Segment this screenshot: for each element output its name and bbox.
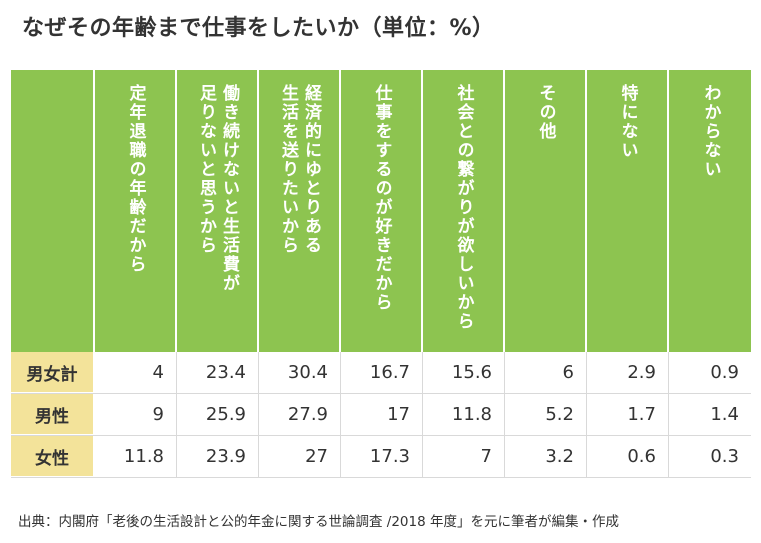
value-cell: 9 (95, 394, 177, 435)
data-table: 定年退職の年齢だから 働き続けないと生活費が 足りないと思うから 経済的にゆとりある生… (11, 70, 751, 478)
column-header-text: わからない (699, 84, 722, 179)
value-cell: 0.3 (710, 446, 739, 467)
column-header: その他 (505, 70, 587, 352)
source-note: 出典：内閣府「老後の生活設計と公的年金に関する世論調査 /2018 年度」を元に… (18, 514, 619, 530)
column-header-text: その他 (534, 84, 557, 141)
table-row: 女性 11.8 23.9 27 17.3 7 3.2 0.6 0.3 (11, 436, 751, 478)
value-cell: 0.6 (587, 436, 669, 477)
table-row: 男女計 4 23.4 30.4 16.7 15.6 6 2.9 0.9 (11, 352, 751, 394)
column-header-text: 社会との繋がりが欲しいから (452, 84, 475, 331)
column-header-text: 仕事をするのが好きだから (370, 84, 393, 312)
column-header-text: 定年退職の年齢だから (124, 84, 147, 274)
table-body: 男女計 4 23.4 30.4 16.7 15.6 6 2.9 0.9 男性 9 25.9 27.9 17… (11, 352, 751, 478)
value-cell: 11.8 (95, 436, 177, 477)
value-cell: 2.9 (587, 352, 669, 393)
value-cell: 5.2 (505, 394, 587, 435)
value-cell: 23.4 (177, 352, 259, 393)
column-header-line: わからない (700, 84, 721, 179)
column-header-line: 働き続けないと生活費が (218, 84, 239, 293)
value-cell: 15.6 (423, 352, 505, 393)
value-cell: 27 (259, 436, 341, 477)
value-cell: 17.3 (341, 436, 423, 477)
column-header: 社会との繋がりが欲しいから (423, 70, 505, 352)
value-cell: 17 (341, 394, 423, 435)
column-header-line: 特にない (617, 84, 638, 160)
header-row: 定年退職の年齢だから 働き続けないと生活費が 足りないと思うから 経済的にゆとりある生… (11, 70, 751, 352)
row-label: 女性 (11, 436, 95, 477)
row-label: 男性 (11, 394, 95, 435)
column-header-line: 経済的にゆとりある (300, 84, 321, 255)
value-cell: 27.9 (259, 394, 341, 435)
value-cell: 7 (423, 436, 505, 477)
column-header-text: 働き続けないと生活費が 足りないと思うから (194, 84, 240, 293)
row-label: 男女計 (11, 352, 95, 393)
value-cell: 3.2 (505, 436, 587, 477)
chart-title: なぜその年齢まで仕事をしたいか（単位：%） (22, 16, 495, 41)
column-header: わからない (669, 70, 751, 352)
column-header-text: 特にない (616, 84, 639, 160)
column-header: 特にない (587, 70, 669, 352)
value-cell: 4 (95, 352, 177, 393)
value-cell: 0.9 (710, 362, 739, 383)
column-header: 定年退職の年齢だから (95, 70, 177, 352)
column-header: 経済的にゆとりある 生活を送りたいから (259, 70, 341, 352)
header-corner-cell (11, 70, 95, 352)
column-header-line: 生活を送りたいから (278, 84, 298, 255)
column-header-line: 仕事をするのが好きだから (371, 84, 392, 312)
value-cell: 16.7 (341, 352, 423, 393)
value-cell: 23.9 (177, 436, 259, 477)
value-cell: 30.4 (259, 352, 341, 393)
column-header-text: 経済的にゆとりある 生活を送りたいから (276, 84, 322, 255)
column-header: 働き続けないと生活費が 足りないと思うから (177, 70, 259, 352)
value-cell: 6 (505, 352, 587, 393)
column-header-line: 社会との繋がりが欲しいから (453, 84, 474, 331)
column-header-line: その他 (535, 84, 556, 141)
column-header-line: 定年退職の年齢だから (125, 84, 146, 274)
value-cell: 11.8 (423, 394, 505, 435)
table-row: 男性 9 25.9 27.9 17 11.8 5.2 1.7 1.4 (11, 394, 751, 436)
value-cell: 25.9 (177, 394, 259, 435)
value-cell: 1.7 (587, 394, 669, 435)
column-header: 仕事をするのが好きだから (341, 70, 423, 352)
value-cell: 1.4 (710, 404, 739, 425)
column-header-line: 足りないと思うから (196, 84, 216, 255)
